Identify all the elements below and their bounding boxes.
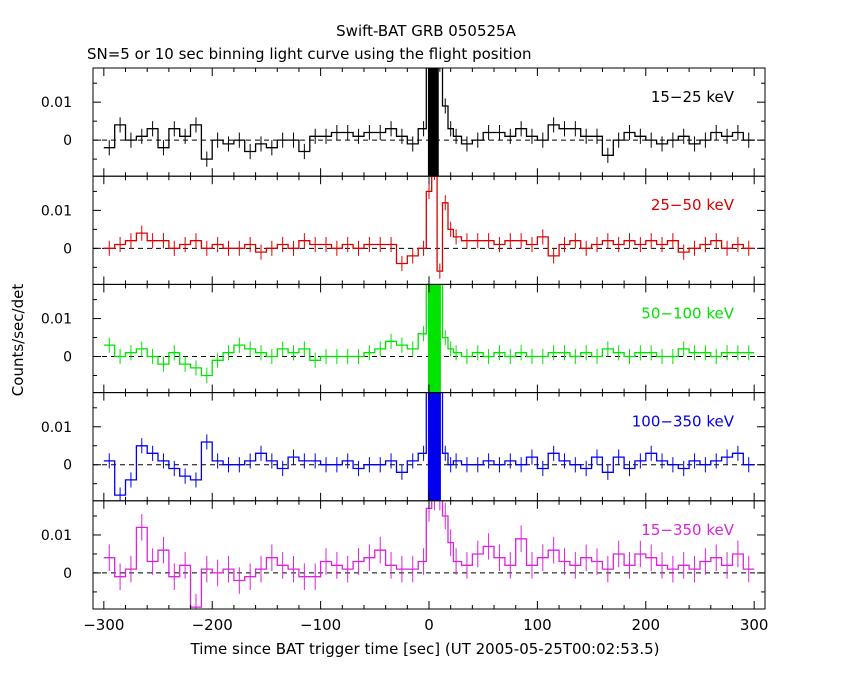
series-25-50	[103, 176, 755, 279]
x-tick-label: −200	[192, 616, 233, 634]
panel-25-50: 0 0.01 25−50 keV	[41, 175, 766, 285]
x-tick-label: 300	[740, 616, 769, 634]
y-tick-label: 0	[63, 458, 72, 474]
y-tick-label: 0	[63, 241, 72, 257]
step-line	[103, 500, 755, 608]
panel-15-25: 0 0.01 15−25 keV	[41, 67, 766, 177]
x-tick-labels: −300 −200 −100 0 100 200 300	[83, 616, 768, 634]
y-tick-label: 0.01	[41, 203, 72, 219]
burst-peak	[427, 68, 439, 177]
x-axis-label: Time since BAT trigger time [sec] (UT 20…	[190, 640, 660, 658]
series-50-100	[103, 284, 755, 393]
series-15-25	[103, 68, 755, 177]
y-tick-label: 0	[63, 133, 72, 149]
panel-15-350: 0 0.01 15−350 keV	[41, 500, 766, 610]
panel-50-100: 0 0.01 50−100 keV	[41, 283, 766, 394]
band-label: 50−100 keV	[641, 304, 734, 322]
y-tick-label: 0	[63, 566, 72, 582]
series-100-350	[103, 392, 755, 501]
panel-100-350: 0 0.01 100−350 keV	[41, 392, 766, 502]
panels-group: 0 0.01 15−25 keV 0 0.01 25−50 keV 0 0.01 50−100 …	[41, 67, 766, 610]
step-line	[103, 392, 755, 496]
y-tick-label: 0.01	[41, 420, 72, 436]
x-tick-label: −100	[300, 616, 341, 634]
band-label: 25−50 keV	[651, 196, 735, 214]
step-line	[103, 68, 755, 160]
band-label: 15−350 keV	[641, 521, 734, 539]
y-tick-label: 0.01	[41, 312, 72, 328]
x-tick-label: −300	[83, 616, 124, 634]
band-label: 100−350 keV	[632, 413, 735, 431]
x-tick-label: 0	[424, 616, 434, 634]
y-tick-label: 0.01	[41, 95, 72, 111]
y-axis-label: Counts/sec/det	[9, 284, 27, 397]
series-15-350	[103, 500, 755, 609]
x-tick-label: 200	[631, 616, 660, 634]
band-label: 15−25 keV	[651, 88, 735, 106]
step-line	[103, 284, 755, 377]
burst-peak	[427, 284, 441, 393]
chart-subtitle: SN=5 or 10 sec binning light curve using…	[87, 45, 532, 63]
y-tick-label: 0	[63, 350, 72, 366]
x-tick-label: 100	[523, 616, 552, 634]
burst-peak	[427, 392, 441, 501]
chart-title: Swift-BAT GRB 050525A	[336, 22, 516, 40]
y-tick-label: 0.01	[41, 528, 72, 544]
